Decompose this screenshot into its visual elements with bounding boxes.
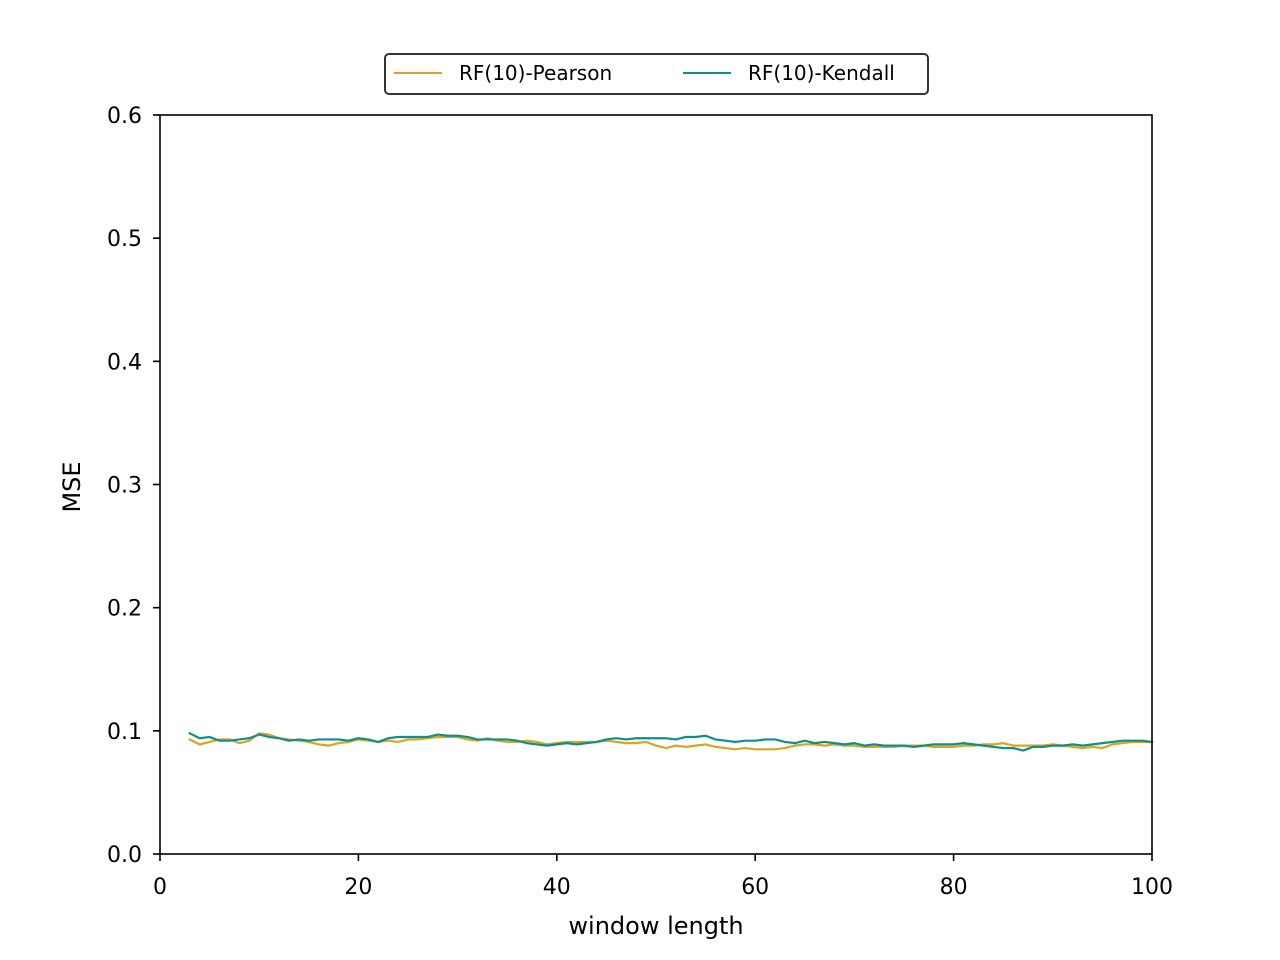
legend-box (384, 53, 929, 95)
x-tick-label: 60 (741, 875, 769, 900)
x-tick-label: 80 (940, 875, 968, 900)
x-axis-label: window length (568, 912, 743, 940)
y-tick-label: 0.6 (107, 104, 142, 129)
y-tick-label: 0.1 (107, 720, 142, 745)
x-tick-label: 20 (344, 875, 372, 900)
x-axis: 0 20 40 60 80 100 (153, 854, 1173, 900)
y-tick-label: 0.2 (107, 597, 142, 622)
legend: RF(10)-Pearson RF(10)-Kendall (384, 53, 929, 95)
x-tick-label: 40 (543, 875, 571, 900)
series-line-kendall (188, 731, 1154, 752)
y-tick-label: 0.5 (107, 227, 142, 252)
legend-label-kendall: RF(10)-Kendall (748, 61, 895, 85)
y-tick-label: 0.0 (107, 843, 142, 868)
x-tick-label: 100 (1131, 875, 1173, 900)
y-axis-label: MSE (58, 461, 86, 512)
y-tick-label: 0.4 (107, 350, 142, 375)
plot-series (188, 731, 1154, 752)
legend-label-pearson: RF(10)-Pearson (459, 61, 612, 85)
series-line-pearson (188, 732, 1154, 751)
y-axis: 0.0 0.1 0.2 0.3 0.4 0.5 0.6 (107, 104, 160, 868)
y-tick-label: 0.3 (107, 474, 142, 499)
x-tick-label: 0 (153, 875, 167, 900)
